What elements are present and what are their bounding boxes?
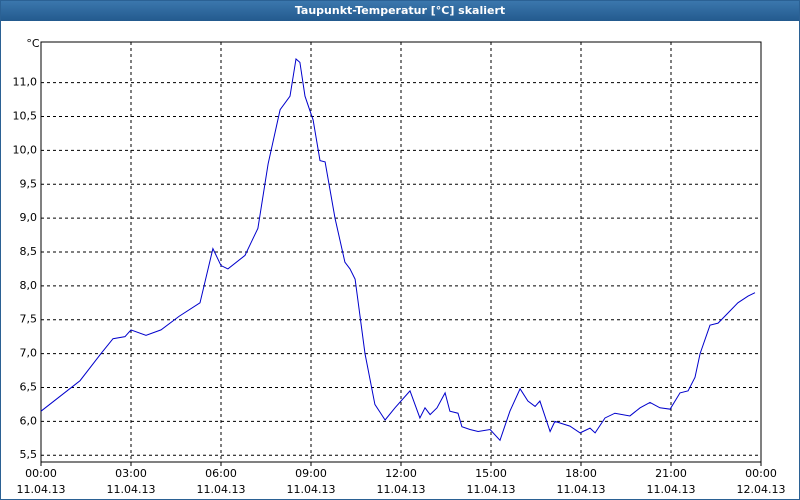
y-unit: °C	[26, 37, 40, 50]
y-tick-label: 6,0	[20, 414, 38, 427]
y-tick-label: 7,5	[20, 313, 38, 326]
x-tick-date: 11.04.13	[467, 483, 516, 496]
x-tick-label: 09:00	[295, 467, 327, 480]
x-tick-label: 21:00	[655, 467, 687, 480]
data-line	[40, 57, 756, 442]
title-bar: Taupunkt-Temperatur [°C] skaliert	[1, 1, 799, 21]
y-tick-label: 8,0	[20, 279, 38, 292]
x-tick-date: 11.04.13	[197, 483, 246, 496]
y-tick-label: 7,0	[20, 347, 38, 360]
x-tick-date: 11.04.13	[17, 483, 66, 496]
x-tick-date: 11.04.13	[287, 483, 336, 496]
x-tick-label: 15:00	[475, 467, 507, 480]
y-tick-label: 9,5	[20, 177, 38, 190]
y-tick-label: 10,0	[13, 143, 38, 156]
x-tick-date: 11.04.13	[647, 483, 696, 496]
x-tick-label: 18:00	[565, 467, 597, 480]
x-tick-date: 11.04.13	[377, 483, 426, 496]
y-tick-label: 6,5	[20, 380, 38, 393]
y-tick-label: 8,5	[20, 245, 38, 258]
y-tick-label: 11,0	[13, 76, 38, 89]
x-tick-label: 00:00	[25, 467, 57, 480]
y-tick-label: 5,5	[20, 448, 38, 461]
x-tick-label: 00:00	[745, 467, 777, 480]
x-tick-date: 12.04.13	[737, 483, 786, 496]
x-tick-date: 11.04.13	[107, 483, 156, 496]
y-tick-label: 9,0	[20, 211, 38, 224]
x-tick-label: 12:00	[385, 467, 417, 480]
chart: °C 5,5 6,0 6,5 7,0 7,5 8,0 8,5 9,0 9,5 10,0 10,5 11…	[13, 37, 786, 496]
x-tick-label: 03:00	[115, 467, 147, 480]
x-tick-date: 11.04.13	[557, 483, 606, 496]
y-tick-label: 10,5	[13, 110, 38, 123]
x-tick-label: 06:00	[205, 467, 237, 480]
